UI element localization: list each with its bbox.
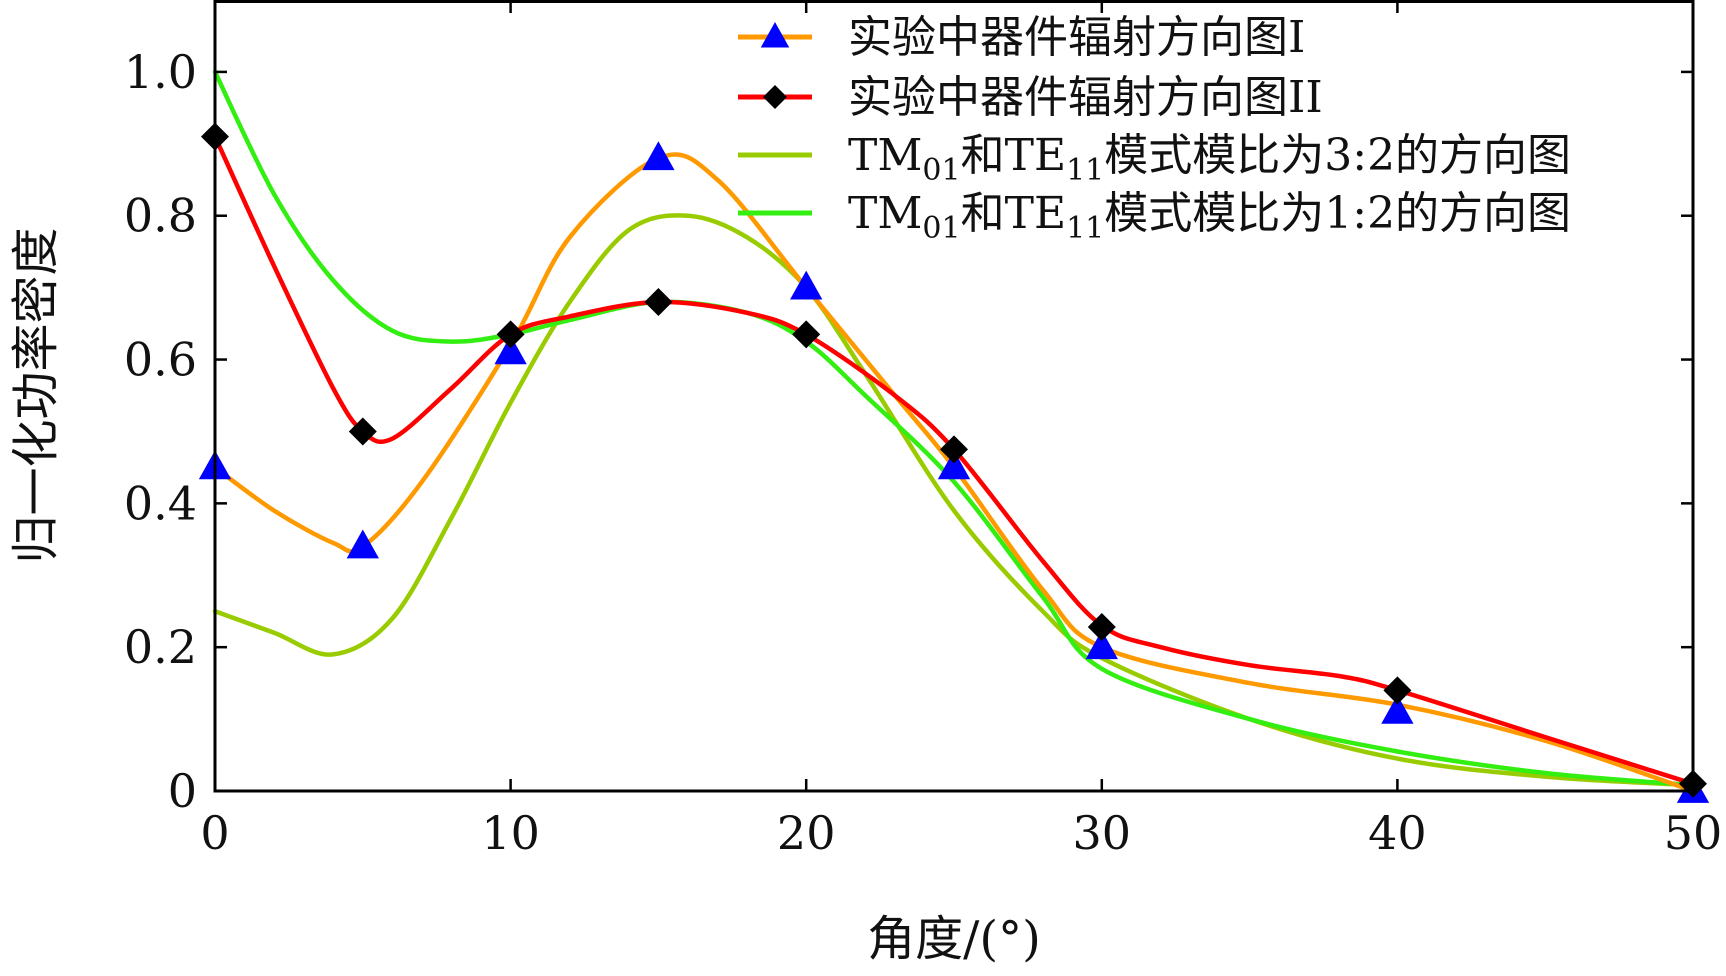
plot-frame <box>213 0 1695 793</box>
y-tick-label: 0 <box>168 764 197 818</box>
legend-label-2: 实验中器件辐射方向图II <box>848 72 1323 123</box>
x-tick-label: 0 <box>200 806 229 860</box>
series-layer <box>198 69 1710 803</box>
y-tick-label: 0.6 <box>124 333 197 387</box>
y-tick-label: 0.8 <box>124 189 197 243</box>
y-tick-label: 0.4 <box>124 476 197 530</box>
series-2-point <box>792 320 821 349</box>
series-1-point <box>494 335 527 365</box>
axes-layer: 0 10 20 30 40 50 0 0.2 0.4 0.6 0.8 1.0 <box>124 1 1723 860</box>
y-axis-title: 归一化功率密度 <box>8 227 64 563</box>
series-2-point <box>496 320 525 349</box>
x-tick-label: 10 <box>481 806 540 860</box>
series-1-point <box>346 529 379 559</box>
series-2-point <box>348 417 377 446</box>
series-line-4 <box>212 69 1696 788</box>
legend-marker-1 <box>760 22 790 48</box>
series-1-point <box>642 141 675 171</box>
legend-label-4: TM01和TE11模式模比为1:2的方向图 <box>848 188 1571 246</box>
series-2-point <box>1383 676 1412 705</box>
x-tick-label: 30 <box>1073 806 1132 860</box>
x-tick-label: 20 <box>777 806 836 860</box>
legend: 实验中器件辐射方向图I 实验中器件辐射方向图II TM01和TE11模式模比为3:2… <box>738 12 1571 246</box>
series-1-point <box>1085 630 1118 660</box>
legend-label-1: 实验中器件辐射方向图I <box>848 12 1305 63</box>
series-line-3 <box>212 213 1696 788</box>
x-axis-title: 角度/(°) <box>867 911 1041 967</box>
legend-marker-2 <box>763 85 787 109</box>
legend-label-3: TM01和TE11模式模比为3:2的方向图 <box>848 130 1571 188</box>
x-tick-label: 50 <box>1664 806 1723 860</box>
y-tick-label: 1.0 <box>124 45 197 99</box>
series-2-point <box>1087 613 1116 642</box>
series-2-point <box>940 435 968 464</box>
series-2-point <box>644 288 673 317</box>
series-1-point <box>937 450 971 480</box>
series-1-point <box>1381 694 1414 724</box>
x-tick-label: 40 <box>1368 806 1427 860</box>
y-tick-label: 0.2 <box>124 620 197 674</box>
series-1-point <box>790 270 823 300</box>
